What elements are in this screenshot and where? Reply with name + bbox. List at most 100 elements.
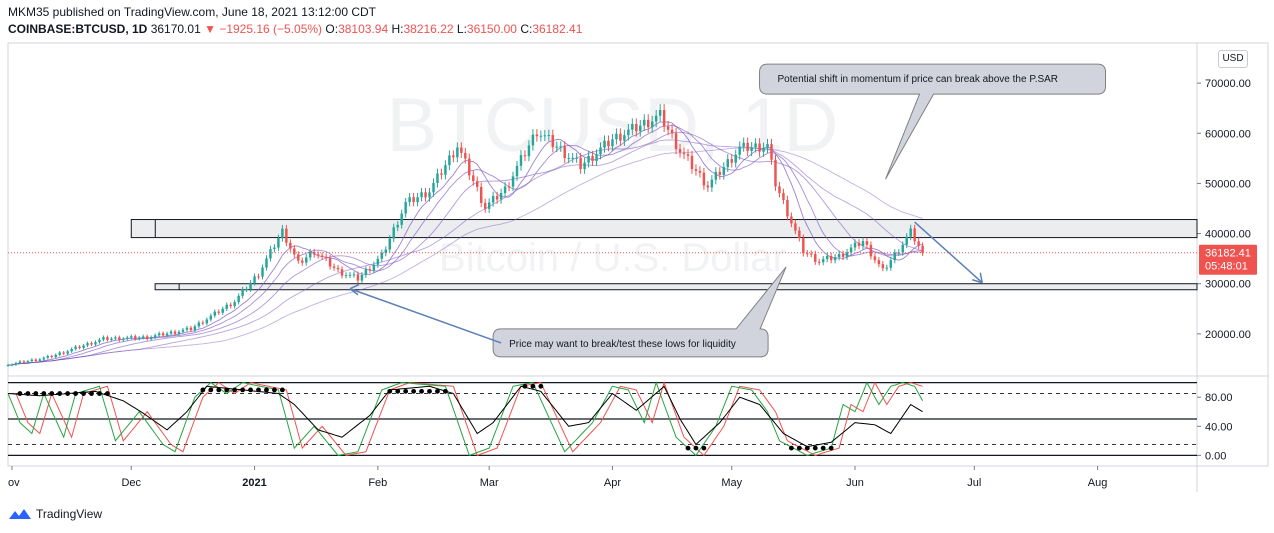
sar-dot <box>796 445 802 451</box>
candle-body <box>464 152 467 159</box>
candle-body <box>396 224 399 228</box>
candle-body <box>658 109 662 116</box>
time-tick-label: May <box>721 477 742 489</box>
candle-body <box>889 260 893 268</box>
candle-body <box>444 165 447 175</box>
candle-body <box>372 264 376 271</box>
stoch-d-line <box>8 380 923 457</box>
candle-body <box>253 276 256 283</box>
symbol-label: COINBASE:BTCUSD, 1D <box>8 22 148 36</box>
candle-body <box>424 192 427 198</box>
candle-body <box>94 342 97 345</box>
candle-body <box>6 364 10 366</box>
sar-dot <box>685 445 691 451</box>
candle-body <box>806 253 809 255</box>
candle-body <box>78 346 81 348</box>
candle-body <box>778 186 781 194</box>
sar-dot <box>81 391 86 396</box>
candle-body <box>714 171 718 180</box>
sar-dot <box>240 387 246 393</box>
publish-info: MKM35 published on TradingView.com, June… <box>8 5 377 19</box>
candle-body <box>718 171 722 175</box>
watermark-subtitle: Bitcoin / U.S. Dollar <box>439 236 786 280</box>
candle-body <box>348 274 352 276</box>
sar-dot <box>256 387 261 393</box>
candle-body <box>603 140 606 148</box>
price-tick-label: 50000.00 <box>1205 178 1251 190</box>
candle-body <box>352 274 356 276</box>
candle-body <box>881 264 885 269</box>
open-label: O: <box>325 22 339 36</box>
candle-body <box>197 322 201 327</box>
sar-dot <box>272 387 277 393</box>
sar-dot <box>105 391 110 396</box>
candle-body <box>312 252 316 255</box>
sar-dot <box>17 391 23 396</box>
candle-body <box>535 134 539 137</box>
candle-body <box>917 241 920 246</box>
low-label: L: <box>456 22 467 36</box>
candle-body <box>82 345 85 348</box>
liquidity-arrowhead <box>349 284 360 296</box>
candle-body <box>416 197 419 203</box>
sar-dot <box>387 388 393 394</box>
last-price-badge-text: 36182.41 <box>1205 248 1251 260</box>
sar-dot <box>812 445 818 451</box>
candle-body <box>10 364 14 366</box>
candle-body <box>706 185 710 188</box>
candle-body <box>698 170 702 173</box>
candle-body <box>750 147 753 152</box>
candle-body <box>487 202 491 209</box>
candle-body <box>308 252 312 258</box>
candle-body <box>90 343 93 345</box>
candle-body <box>662 109 666 127</box>
candle-body <box>507 186 511 188</box>
candle-body <box>833 257 837 261</box>
tradingview-logo[interactable]: TradingView <box>8 507 102 521</box>
time-tick-label: Dec <box>121 477 141 489</box>
high-value: 38216.22 <box>403 22 454 36</box>
currency-button[interactable]: USD <box>1218 50 1248 68</box>
sar-dot <box>65 391 71 396</box>
price-tick-label: 60000.00 <box>1205 128 1251 140</box>
candle-body <box>623 135 626 141</box>
candle-body <box>336 267 340 270</box>
candle-body <box>364 269 368 275</box>
candle-body <box>297 254 300 261</box>
candle-body <box>305 257 308 263</box>
candle-body <box>376 258 380 265</box>
candle-body <box>324 256 328 259</box>
candle-body <box>58 352 61 355</box>
candle-body <box>126 337 129 339</box>
callout-momentum-text: Potential shift in momentum if price can… <box>778 74 1059 85</box>
candle-body <box>281 228 284 239</box>
candle-body <box>344 275 348 277</box>
sar-dot <box>89 391 94 396</box>
candle-body <box>479 186 483 203</box>
candle-body <box>420 192 423 198</box>
candle-body <box>392 227 395 239</box>
candle-body <box>221 308 224 313</box>
candle-body <box>631 123 634 130</box>
candle-body <box>169 331 173 334</box>
candle-body <box>66 351 69 354</box>
candle-body <box>690 155 694 170</box>
candle-body <box>615 133 618 140</box>
candle-body <box>571 157 574 159</box>
candle-body <box>118 337 121 341</box>
candle-body <box>328 258 332 267</box>
candle-body <box>798 230 801 238</box>
candle-body <box>436 173 439 183</box>
candle-body <box>519 155 523 166</box>
candle-body <box>909 228 912 237</box>
candle-body <box>285 228 288 243</box>
time-tick-label: Jul <box>967 477 981 489</box>
candle-body <box>877 260 881 265</box>
candle-body <box>821 259 825 263</box>
candle-body <box>30 359 34 362</box>
candle-body <box>547 135 551 137</box>
candle-body <box>734 154 737 163</box>
candle-body <box>913 228 916 242</box>
candle-body <box>412 197 415 203</box>
